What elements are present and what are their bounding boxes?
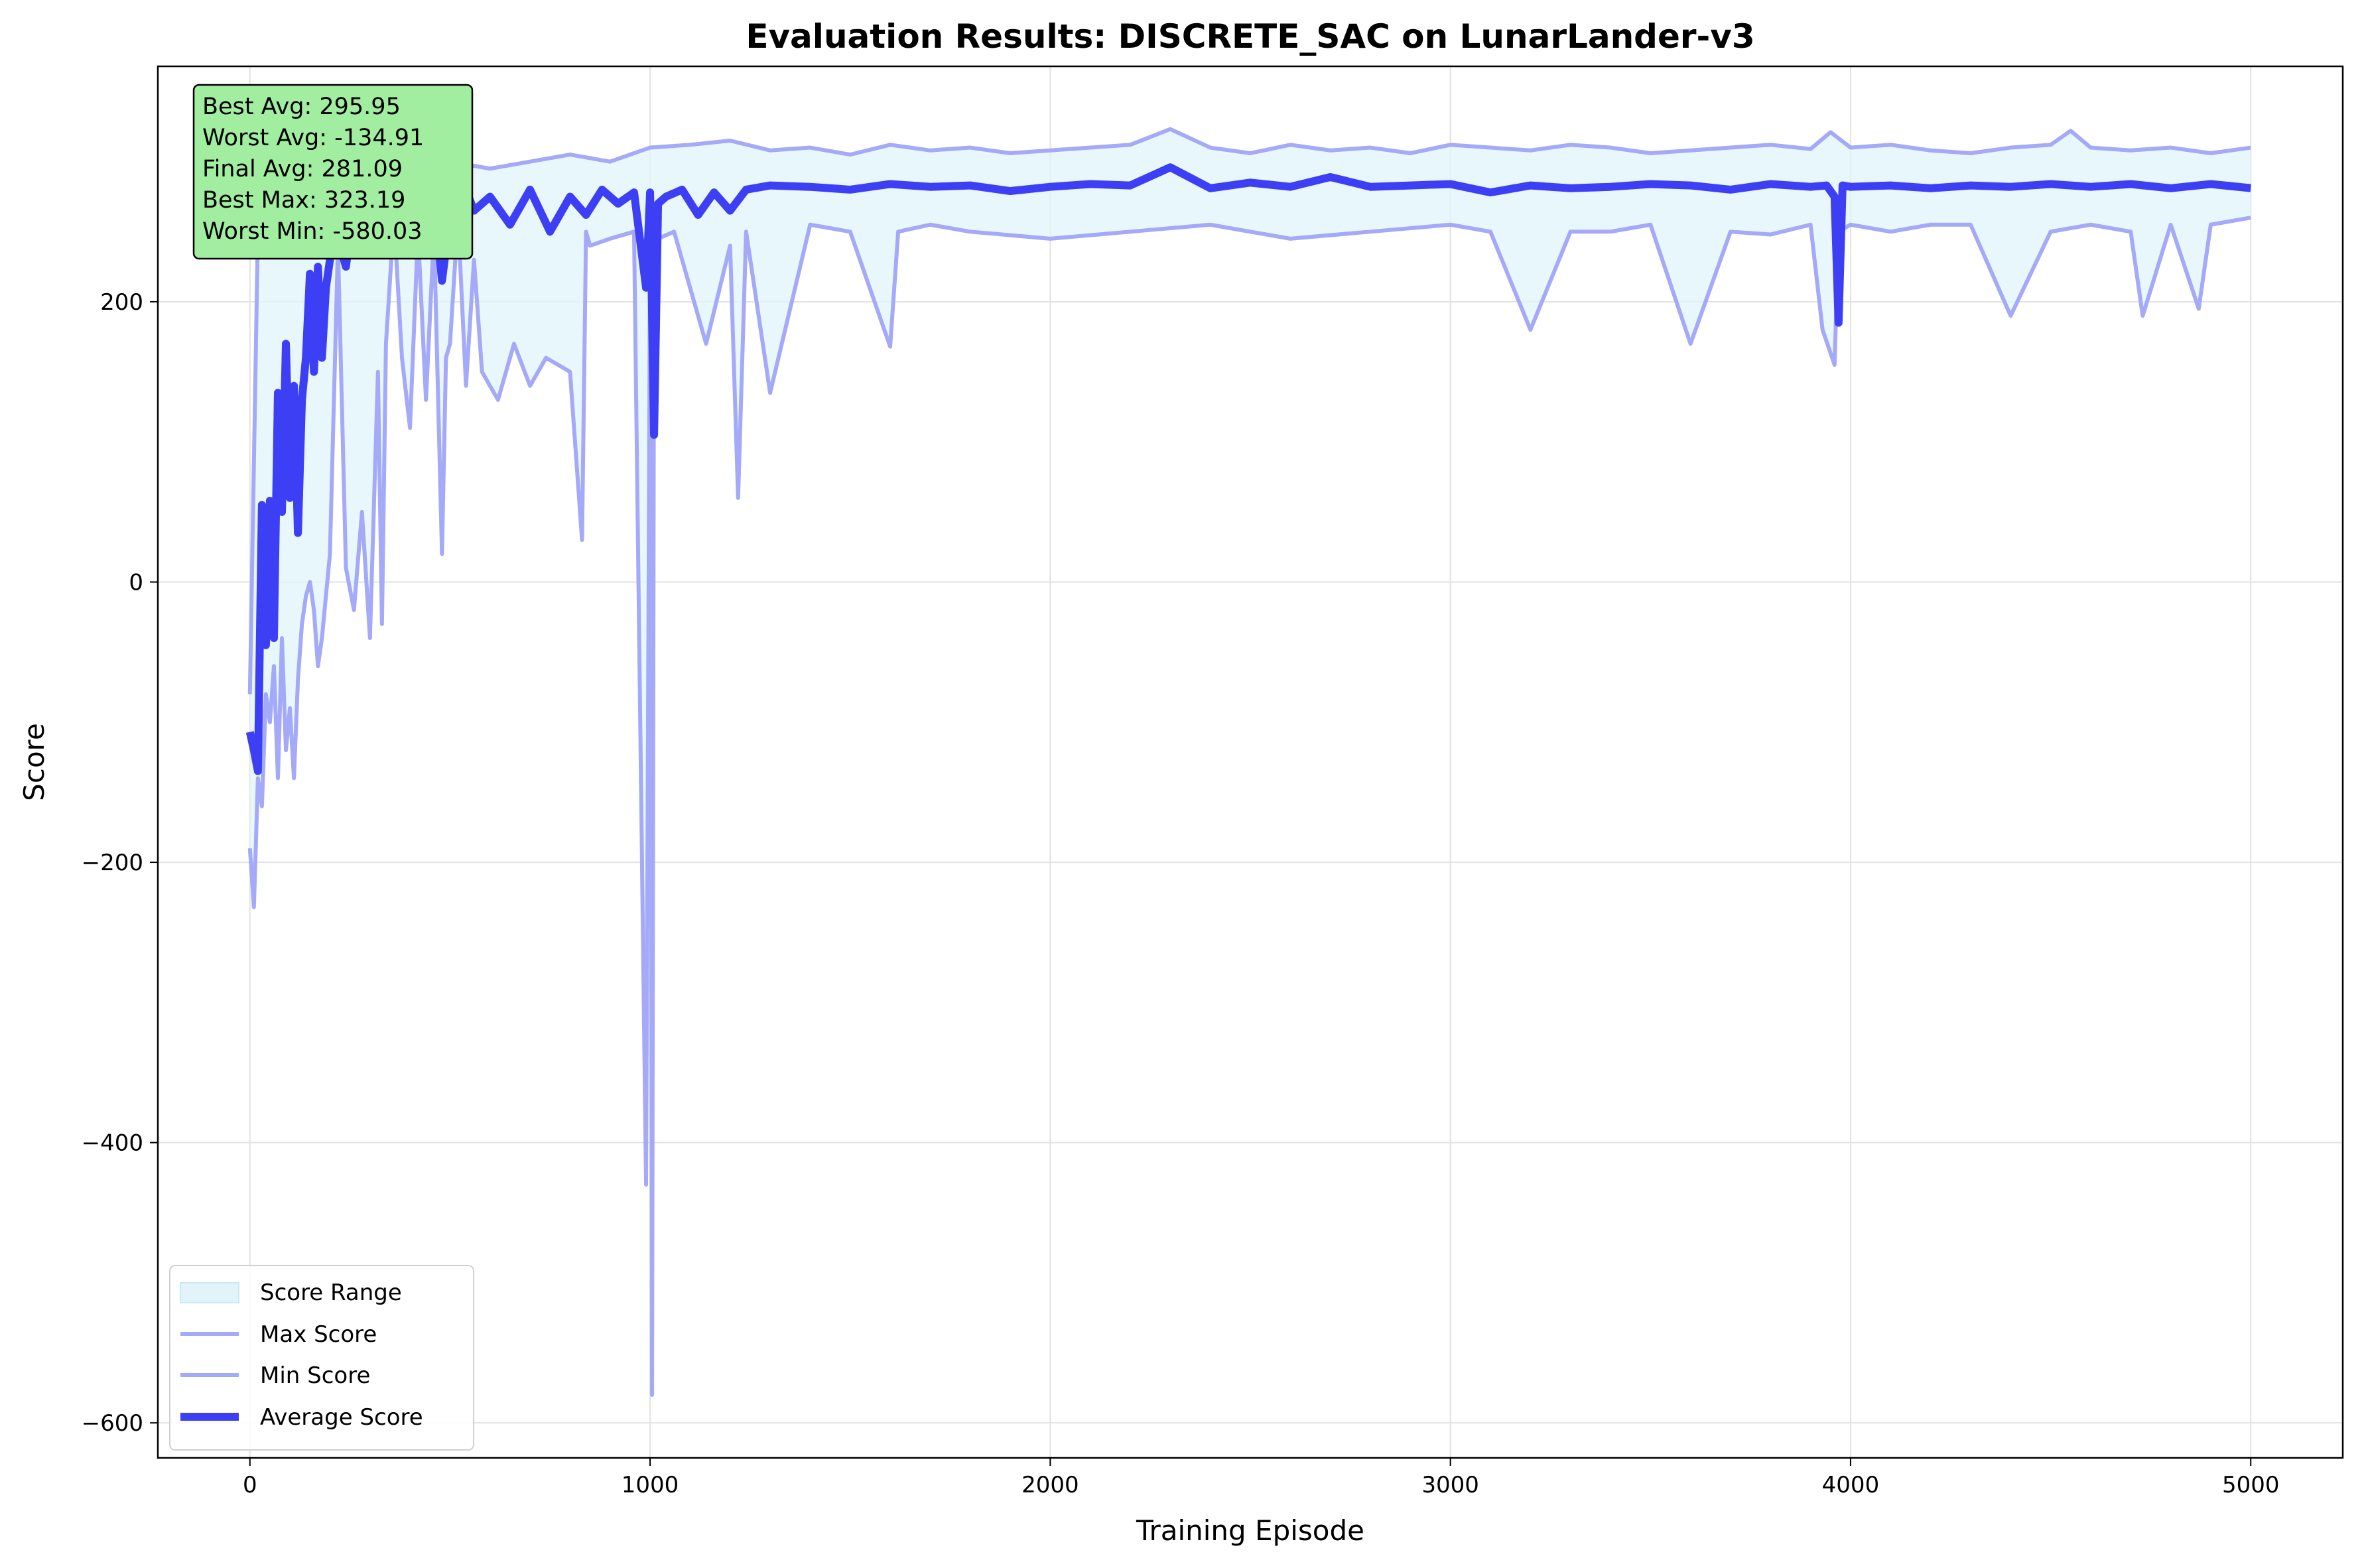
legend-label: Score Range [260,1279,402,1306]
legend-label: Average Score [260,1404,423,1431]
stats-line: Best Avg: 295.95 [202,94,401,120]
score-range-area [249,129,2251,1395]
x-tick-label: 2000 [1021,1472,1079,1498]
x-tick-label: 1000 [622,1472,679,1498]
y-tick-label: 200 [100,289,143,316]
stats-line: Worst Min: -580.03 [202,218,423,245]
legend-box [169,1265,474,1451]
plot-area [245,127,2251,1397]
legend: Score Range Max Score Min Score Average Sco… [169,1265,474,1451]
y-axis-label: Score [18,723,50,801]
stats-line: Best Max: 323.19 [202,187,405,214]
legend-swatch-score-range [180,1282,239,1303]
legend-label: Min Score [260,1362,370,1389]
min-score-line [247,216,2251,1397]
y-tick-label: −600 [82,1410,143,1437]
chart-title: Evaluation Results: DISCRETE_SAC on Luna… [746,17,1754,56]
legend-label: Max Score [260,1321,377,1348]
x-tick-label: 5000 [2222,1472,2280,1498]
stats-line: Final Avg: 281.09 [202,156,403,182]
x-tick-label: 0 [243,1472,257,1498]
y-tick-label: −200 [82,850,143,876]
x-tick-label: 3000 [1421,1472,1479,1498]
y-tick-label: 0 [129,570,143,596]
x-tick-label: 4000 [1822,1472,1880,1498]
plot-frame [157,65,2344,1459]
stats-box: Best Avg: 295.95 Worst Avg: -134.91 Final … [192,84,474,260]
y-tick-label: −400 [82,1130,143,1157]
axes: 0 1000 2000 3000 4000 5000 −600 −400 −200 0 200 [82,65,2344,1498]
stats-box-background [192,84,474,260]
x-axis-label: Training Episode [1136,1514,1364,1547]
stats-line: Worst Avg: -134.91 [202,125,424,151]
average-score-line [245,163,2251,775]
